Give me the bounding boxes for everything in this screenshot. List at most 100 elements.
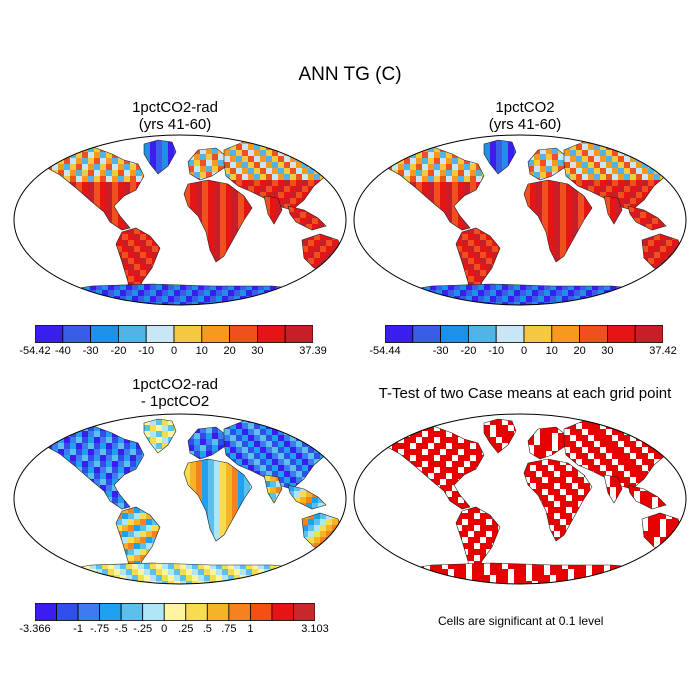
- colorbar-label: 20: [223, 345, 236, 357]
- landmass-africa: [524, 459, 592, 541]
- colorbar-box: [229, 325, 258, 343]
- figure-title: ANN TG (C): [298, 64, 402, 85]
- coastline-europe: [187, 147, 227, 181]
- colorbar-box: [173, 325, 203, 343]
- coastline-europe: [527, 426, 567, 460]
- colorbar-panel-1: -54.42 -40 -30 -20 -10 0 10 20 30 37.39: [19, 325, 327, 361]
- colorbar-label: 37.42: [649, 345, 677, 357]
- colorbar-box: [523, 325, 553, 343]
- colorbar-label: 1: [247, 623, 254, 635]
- panel-3-title-line1: 1pctCO2-rad: [132, 376, 218, 393]
- map-panel-1: [13, 134, 347, 306]
- panel-2-title: 1pctCO2 (yrs 41-60): [400, 99, 650, 133]
- colorbar-box: [284, 325, 313, 343]
- coastline-north-america: [379, 424, 485, 510]
- map-panel-4: [353, 413, 687, 585]
- landmass-africa: [184, 180, 252, 262]
- colorbar-label: -1: [73, 623, 83, 635]
- coastline-se-asia: [287, 484, 327, 510]
- panel-3-title-line2: - 1pctCO2: [140, 393, 210, 410]
- colorbar-box: [99, 603, 122, 621]
- colorbar-box: [142, 603, 165, 621]
- landmass-antarctica: [54, 563, 312, 584]
- coastline-india: [263, 474, 283, 504]
- colorbar-boxes: [35, 325, 313, 343]
- colorbar-box: [256, 325, 286, 343]
- coastline-india: [603, 195, 623, 225]
- landmass-africa: [524, 180, 592, 262]
- landmass-north-america: [40, 425, 144, 509]
- coastline-north-america: [379, 145, 485, 231]
- colorbar-label: -20: [460, 345, 477, 357]
- colorbar-label: 0: [161, 623, 168, 635]
- colorbar-box: [118, 325, 147, 343]
- colorbar-box: [249, 603, 273, 621]
- colorbar-label: 0: [170, 345, 178, 357]
- colorbar-box: [228, 603, 251, 621]
- coastline-se-asia: [287, 205, 327, 231]
- colorbar-label: -20: [110, 345, 127, 357]
- map-panel-2: [353, 134, 687, 306]
- colorbar-label: 37.39: [299, 345, 327, 357]
- landmass-north-america: [380, 425, 484, 509]
- panel-2-title-line2: (yrs 41-60): [488, 116, 562, 133]
- landmass-antarctica: [54, 284, 312, 305]
- colorbar-box: [606, 325, 636, 343]
- colorbar-label: -10: [488, 345, 505, 357]
- colorbar-boxes: [35, 603, 315, 621]
- colorbar-label: -30: [432, 345, 449, 357]
- colorbar-panel-3: -3.366 -1 -.75 -.5 -.25 0 .25 .5 .75 1 3.103: [19, 603, 329, 639]
- colorbar-box: [293, 603, 315, 621]
- panel-2-title-line1: 1pctCO2: [495, 99, 555, 116]
- panel-1-title-line1: 1pctCO2-rad: [132, 99, 218, 116]
- coastline-africa: [183, 458, 253, 542]
- colorbar-label: 10: [195, 345, 208, 357]
- coastline-africa: [523, 179, 593, 263]
- map-frame: [13, 134, 347, 306]
- colorbar-box: [90, 325, 119, 343]
- colorbar-box: [120, 603, 144, 621]
- coastline-africa: [523, 458, 593, 542]
- colorbar-box: [412, 325, 441, 343]
- colorbar-box: [271, 603, 294, 621]
- colorbar-box: [56, 603, 79, 621]
- colorbar-label: -54.44: [369, 345, 401, 357]
- coastline-north-america: [39, 145, 145, 231]
- colorbar-label: -.75: [90, 623, 110, 635]
- map-frame: [353, 134, 687, 306]
- colorbar-box: [35, 325, 64, 343]
- landmass-antarctica: [394, 563, 652, 584]
- coastline-greenland: [483, 418, 517, 454]
- colorbar-boxes: [385, 325, 663, 343]
- landmass-africa: [184, 459, 252, 541]
- colorbar-label: -.25: [133, 623, 153, 635]
- colorbar-label: -30: [82, 345, 99, 357]
- colorbar-label: .25: [178, 623, 194, 635]
- panel-1-title-line2-text: (yrs 41-60): [138, 116, 212, 133]
- colorbar-box: [440, 325, 469, 343]
- colorbar-box: [551, 325, 581, 343]
- colorbar-label: -3.366: [19, 623, 51, 635]
- coastline-greenland: [143, 139, 177, 175]
- coastline-india: [603, 474, 623, 504]
- landmass-australia: [642, 234, 684, 270]
- colorbar-label: 30: [251, 345, 264, 357]
- colorbar-box: [579, 325, 608, 343]
- colorbar-box: [77, 603, 101, 621]
- colorbar-label: 0: [520, 345, 528, 357]
- colorbar-label: -.5: [114, 623, 128, 635]
- colorbar-label: .75: [221, 623, 237, 635]
- panel-3-title: 1pctCO2-rad - 1pctCO2: [50, 376, 300, 410]
- colorbar-box: [35, 603, 57, 621]
- colorbar-box: [62, 325, 91, 343]
- colorbar-box: [201, 325, 231, 343]
- significance-note: Cells are significant at 0.1 level: [438, 614, 604, 628]
- colorbar-label: 3.103: [301, 623, 329, 635]
- landmass-australia: [642, 513, 684, 549]
- colorbar-label: 20: [573, 345, 586, 357]
- coastline-europe: [187, 426, 227, 460]
- map-panel-3: [13, 413, 347, 585]
- landmass-australia: [302, 234, 344, 270]
- coastline-europe: [527, 147, 567, 181]
- landmass-antarctica: [394, 284, 652, 305]
